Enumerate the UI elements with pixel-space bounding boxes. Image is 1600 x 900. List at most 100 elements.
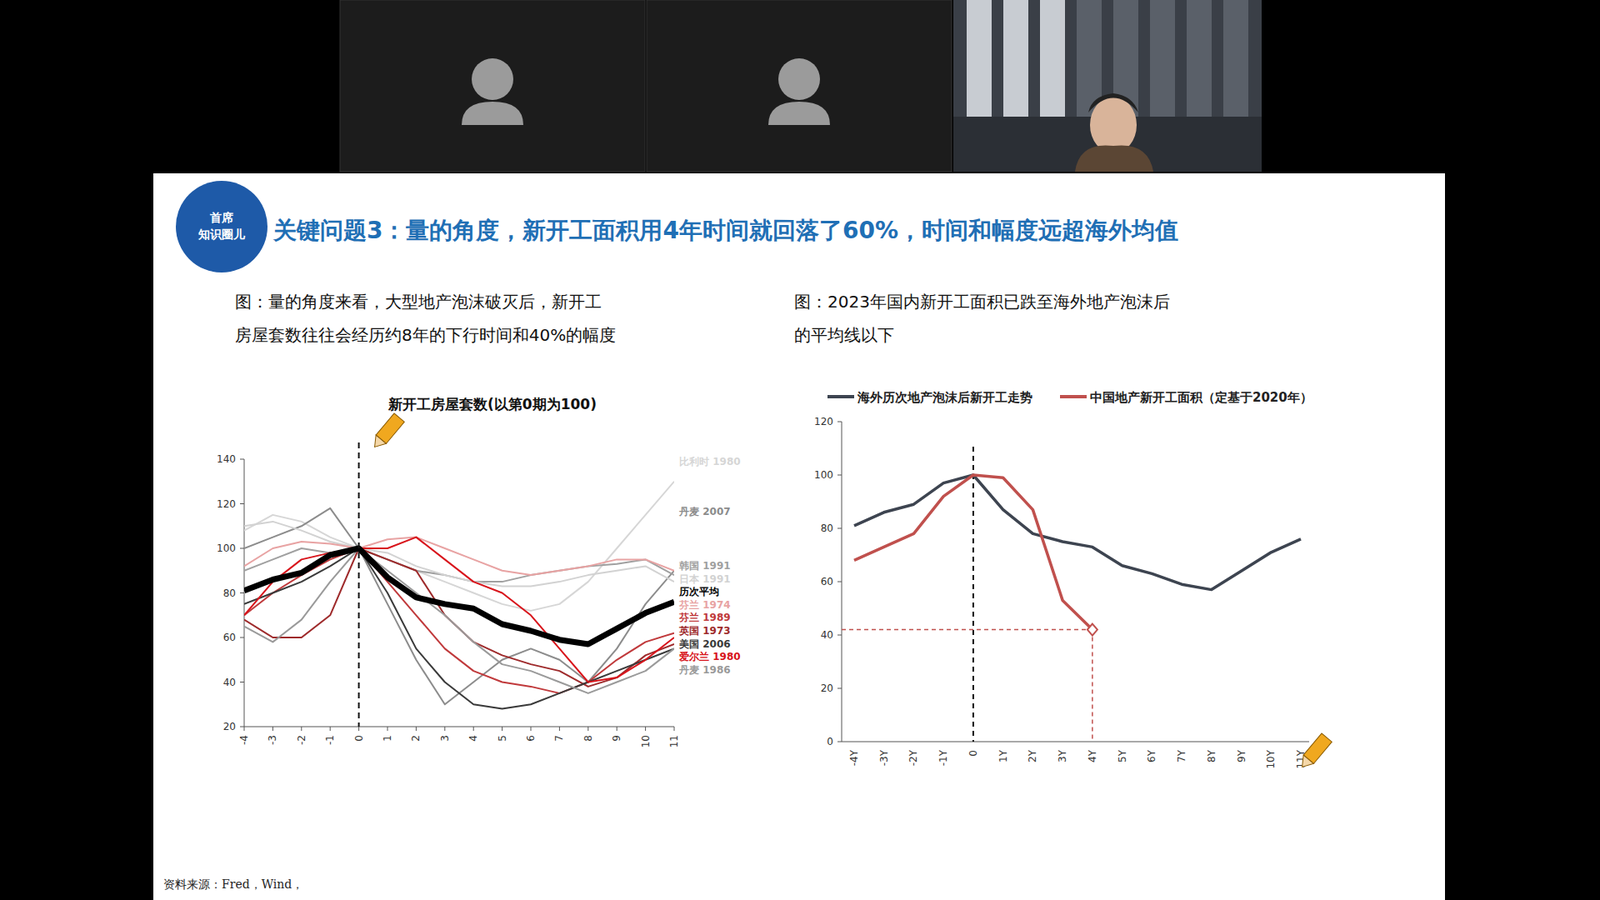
webcam [953, 0, 1262, 172]
x-tick-label: 4Y [1086, 749, 1099, 763]
x-tick-label: 7 [553, 735, 565, 742]
x-tick [358, 726, 360, 731]
x-tick-label: 6Y [1145, 749, 1158, 763]
series-line [244, 481, 675, 611]
series-label: 芬兰 1989 [678, 611, 731, 624]
y-tick [240, 503, 245, 505]
y-tick [240, 637, 245, 639]
x-tick-label: 8Y [1205, 749, 1218, 763]
y-tick [240, 548, 245, 550]
x-tick-label: 1Y [997, 749, 1010, 763]
x-tick-label: -1 [324, 735, 336, 745]
pencil-tip [369, 435, 386, 451]
y-tick [837, 475, 842, 476]
window [1223, 0, 1249, 125]
y-tick-label: 40 [820, 629, 834, 641]
y-tick-label: 40 [223, 676, 236, 689]
caption: 的平均线以下 [794, 325, 895, 345]
x-tick-label: 9Y [1235, 749, 1248, 763]
series-label: 韩国 1991 [678, 560, 731, 572]
y-tick-label: 120 [814, 415, 834, 428]
series-line [244, 548, 675, 694]
x-tick [244, 726, 245, 731]
y-tick-label: 20 [223, 720, 236, 733]
y-tick [240, 681, 245, 683]
slide-title: 关键问题3：量的角度，新开工面积用4年时间就回落了60%，时间和幅度远超海外均值 [272, 216, 1179, 245]
avatar-head [471, 58, 514, 100]
x-tick [330, 726, 331, 731]
avatar-head [778, 58, 820, 100]
x-tick [645, 726, 646, 731]
series-label: 历次平均 [678, 585, 720, 598]
plot [244, 481, 675, 710]
series-label: 美国 2006 [678, 638, 731, 650]
x-tick-label: -4Y [848, 749, 860, 766]
y-tick-label: 60 [820, 575, 834, 588]
x-tick-label: 7Y [1175, 749, 1188, 763]
avatar-body [461, 101, 524, 125]
window [1003, 0, 1029, 125]
y-tick-label: 60 [223, 631, 236, 644]
plot [854, 475, 1301, 630]
y-tick [837, 528, 842, 530]
tile-bg [340, 0, 645, 172]
series-label: 丹麦 1986 [678, 664, 731, 676]
legend-label: 海外历次地产泡沫后新开工走势 [856, 390, 1033, 405]
x-tick-label: 11 [668, 735, 680, 748]
legend-swatch [1060, 395, 1087, 399]
pencil-icon [1296, 733, 1332, 772]
x-tick-label: 0 [353, 735, 365, 742]
x-tick-label: 2 [410, 735, 422, 742]
y-tick-label: 80 [223, 587, 236, 600]
x-tick-label: 2Y [1026, 749, 1039, 763]
series-label: 芬兰 1974 [678, 599, 731, 611]
x-tick-label: 6 [525, 735, 537, 742]
x-tick-label: 3 [439, 735, 451, 742]
y-tick-label: 140 [216, 453, 236, 465]
y-tick [837, 688, 842, 690]
x-tick-label: 0 [967, 750, 980, 757]
series-label: 丹麦 2007 [678, 505, 731, 518]
shoulders [1075, 145, 1154, 172]
x-tick-label: 3Y [1056, 749, 1069, 763]
y-tick [240, 592, 245, 594]
guide-line [841, 629, 1093, 631]
series-line [244, 508, 675, 705]
x-tick-label: 5 [496, 735, 509, 742]
window [1040, 0, 1065, 125]
x-axis [244, 726, 675, 728]
series-label: 爱尔兰 1980 [678, 650, 741, 663]
window [966, 0, 992, 125]
hair [1088, 93, 1139, 113]
caption: 图：量的角度来看，大型地产泡沫破灭后，新开工 [235, 291, 602, 312]
video-tile [340, 0, 645, 172]
y-tick [240, 726, 245, 728]
tile-bg [646, 0, 952, 172]
x-tick [272, 726, 274, 731]
background [0, 0, 1600, 900]
x-tick [530, 726, 532, 731]
logo-text: 首席 [209, 210, 234, 225]
y-tick [837, 635, 842, 636]
x-tick [300, 726, 302, 731]
series-label: 比利时 1980 [679, 455, 741, 468]
x-tick [674, 726, 675, 731]
x-tick [444, 726, 445, 731]
x-tick-label: 8 [582, 735, 595, 742]
window [1186, 0, 1212, 125]
x-tick [473, 726, 475, 731]
slide [153, 173, 1445, 900]
x-tick-label: -2 [295, 735, 308, 745]
video-tile [646, 0, 952, 172]
x-tick-label: 10 [640, 735, 652, 748]
x-tick [559, 726, 560, 731]
y-tick-label: 120 [216, 498, 236, 510]
x-tick-label: -3Y [878, 749, 890, 766]
series-line [244, 521, 675, 587]
x-tick [387, 726, 389, 731]
x-tick-label: 4 [467, 735, 480, 742]
legend-swatch [827, 395, 855, 399]
caption: 房屋套数往往会经历约8年的下行时间和40%的幅度 [235, 325, 616, 345]
series-line [244, 548, 675, 645]
source: 资料来源：Fred，Wind， [163, 877, 304, 891]
